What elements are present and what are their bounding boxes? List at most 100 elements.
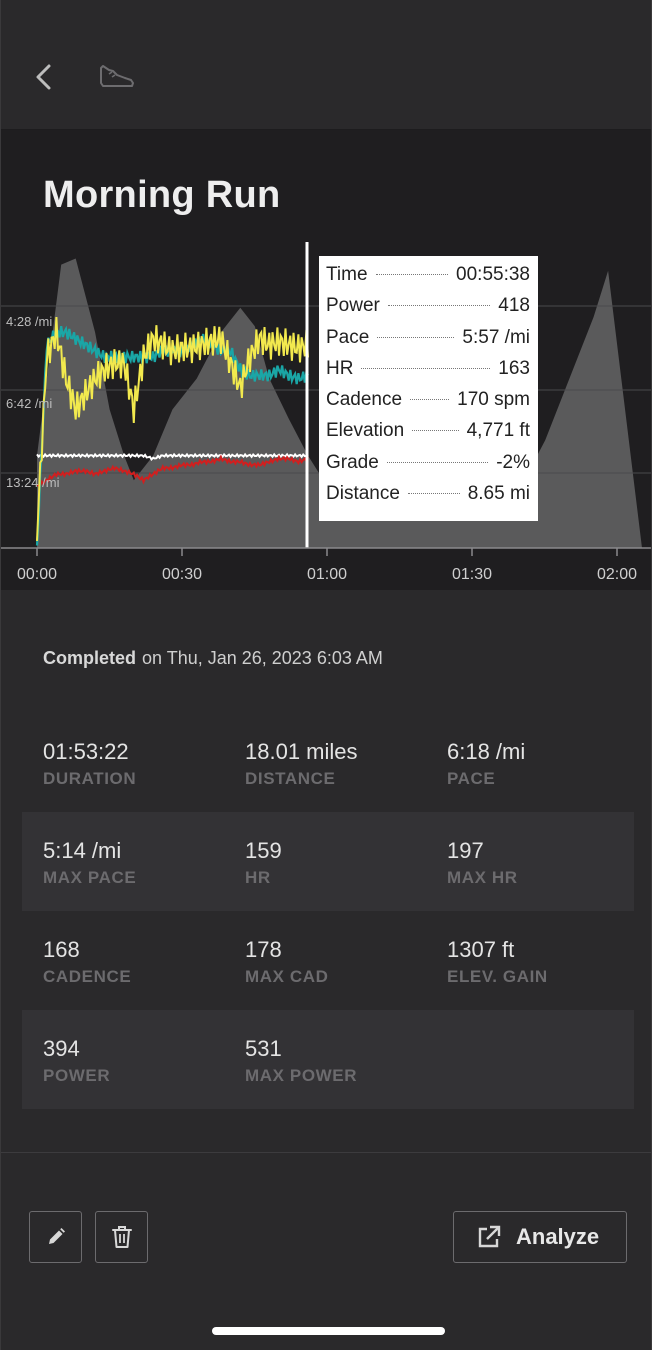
x-tick-label: 01:00 xyxy=(307,566,347,583)
completed-label: Completed xyxy=(43,648,137,668)
tooltip-value: 4,771 ft xyxy=(466,420,530,442)
stat-value: 168 xyxy=(43,937,80,962)
tooltip-key: Elevation xyxy=(326,420,405,442)
tooltip-value: 5:57 /mi xyxy=(462,326,530,348)
tooltip-row: HR 163 xyxy=(326,358,530,389)
heart-rate-line xyxy=(36,454,309,487)
stats-row: 168 CADENCE 178 MAX CAD 1307 ft ELEV. GAIN xyxy=(22,911,634,1010)
tooltip-key: Power xyxy=(326,295,380,317)
tooltip-key: Time xyxy=(326,264,368,285)
tooltip-row: Distance 8.65 mi xyxy=(326,483,530,514)
completed-date: on Thu, Jan 26, 2023 6:03 AM xyxy=(142,648,383,668)
stat-value: 01:53:22 xyxy=(43,739,129,764)
tooltip-key: Pace xyxy=(326,326,370,348)
stat-label: CADENCE xyxy=(43,967,132,986)
tooltip-value: 418 xyxy=(498,295,530,317)
tooltip-value: 170 spm xyxy=(457,389,530,411)
stat-label: ELEV. GAIN xyxy=(447,967,548,986)
y-tick-label: 13:24 /mi xyxy=(6,475,60,490)
x-tick-label: 01:30 xyxy=(452,566,492,583)
stats-row: 01:53:22 DURATION 18.01 miles DISTANCE 6:18 … xyxy=(22,713,634,812)
stats-row: 394 POWER 531 MAX POWER xyxy=(22,1010,634,1109)
stat-label: MAX PACE xyxy=(43,868,137,887)
chevron-left-icon xyxy=(36,64,51,90)
tooltip-leader xyxy=(377,336,455,338)
stat-label: DISTANCE xyxy=(245,769,336,788)
external-link-icon xyxy=(478,1225,501,1248)
tooltip-row: Pace 5:57 /mi xyxy=(326,327,530,358)
tooltip-value: 00:55:38 xyxy=(456,264,530,285)
home-indicator[interactable] xyxy=(212,1327,445,1335)
analyze-label: Analyze xyxy=(516,1224,600,1249)
stat-label: POWER xyxy=(43,1066,111,1085)
power-line xyxy=(36,316,309,542)
tooltip-key: Distance xyxy=(326,483,400,505)
tooltip-leader xyxy=(410,399,450,401)
stat-value: 18.01 miles xyxy=(245,739,358,764)
tooltip-row: Power 418 xyxy=(326,295,530,326)
x-tick-label: 00:00 xyxy=(17,566,57,583)
stat-label: PACE xyxy=(447,769,496,788)
stat-distance: 18.01 miles DISTANCE xyxy=(245,739,358,789)
top-bar xyxy=(1,0,651,130)
stat-label: MAX CAD xyxy=(245,967,329,986)
tooltip-value: 8.65 mi xyxy=(467,483,530,505)
delete-button[interactable] xyxy=(95,1211,148,1263)
back-button[interactable] xyxy=(25,56,65,98)
pencil-icon xyxy=(48,1228,65,1244)
tooltip-row: Grade -2% xyxy=(326,452,530,483)
y-tick-label: 4:28 /mi xyxy=(6,314,52,329)
stat-power: 394 POWER xyxy=(43,1036,110,1086)
stat-max-hr: 197 MAX HR xyxy=(447,838,518,888)
stat-max-cad: 178 MAX CAD xyxy=(245,937,329,987)
stat-duration: 01:53:22 DURATION xyxy=(43,739,136,789)
stat-label: MAX POWER xyxy=(245,1066,358,1085)
chart-tooltip: Time 00:55:38 Power 418 Pace 5:57 /mi HR 163 Cad… xyxy=(319,256,538,521)
tooltip-key: Grade xyxy=(326,451,379,473)
stat-label: MAX HR xyxy=(447,868,518,887)
tooltip-leader xyxy=(386,461,489,463)
stat-label: HR xyxy=(245,868,271,887)
stat-max-power: 531 MAX POWER xyxy=(245,1036,357,1086)
divider xyxy=(1,1152,651,1153)
stat-value: 159 xyxy=(245,838,282,863)
stat-value: 394 xyxy=(43,1036,80,1061)
tooltip-leader xyxy=(361,367,491,369)
stat-pace: 6:18 /mi PACE xyxy=(447,739,525,789)
y-tick-label: 6:42 /mi xyxy=(6,396,52,411)
tooltip-row: Time 00:55:38 xyxy=(326,264,530,295)
y-axis-labels: 4:28 /mi 6:42 /mi 13:24 /mi xyxy=(6,314,60,490)
analyze-button[interactable]: Analyze xyxy=(453,1211,627,1263)
stat-value: 1307 ft xyxy=(447,937,515,962)
stats-grid: 01:53:22 DURATION 18.01 miles DISTANCE 6:18 … xyxy=(22,713,634,1109)
stats-row: 5:14 /mi MAX PACE 159 HR 197 MAX HR xyxy=(22,812,634,911)
x-tick-label: 02:00 xyxy=(597,566,637,583)
tooltip-row: Elevation 4,771 ft xyxy=(326,420,530,451)
running-shoe-icon xyxy=(97,62,137,90)
completed-line: Completed on Thu, Jan 26, 2023 6:03 AM xyxy=(43,648,383,669)
page-title: Morning Run xyxy=(43,174,281,216)
stat-label: DURATION xyxy=(43,769,137,788)
cadence-line xyxy=(36,452,309,462)
tooltip-row: Cadence 170 spm xyxy=(326,389,530,420)
tooltip-key: HR xyxy=(326,357,354,379)
stat-value: 5:14 /mi xyxy=(43,838,122,863)
x-tick-label: 00:30 xyxy=(162,566,202,583)
stat-hr: 159 HR xyxy=(245,838,282,888)
tooltip-leader xyxy=(387,305,491,307)
elevation-area xyxy=(37,258,642,548)
edit-button[interactable] xyxy=(29,1211,82,1263)
stat-value: 197 xyxy=(447,838,484,863)
stat-value: 531 xyxy=(245,1036,282,1061)
stat-value: 178 xyxy=(245,937,282,962)
tooltip-leader xyxy=(412,430,459,432)
stat-cadence: 168 CADENCE xyxy=(43,937,131,987)
tooltip-leader xyxy=(375,274,449,275)
stat-elev-gain: 1307 ft ELEV. GAIN xyxy=(447,937,548,987)
stat-max-pace: 5:14 /mi MAX PACE xyxy=(43,838,136,888)
stat-value: 6:18 /mi xyxy=(447,739,526,764)
tooltip-value: -2% xyxy=(496,451,530,473)
activity-chart[interactable]: 4:28 /mi 6:42 /mi 13:24 /mi 00:00 00:30 01:0… xyxy=(1,130,652,590)
x-axis-labels: 00:00 00:30 01:00 01:30 02:00 xyxy=(17,548,637,583)
